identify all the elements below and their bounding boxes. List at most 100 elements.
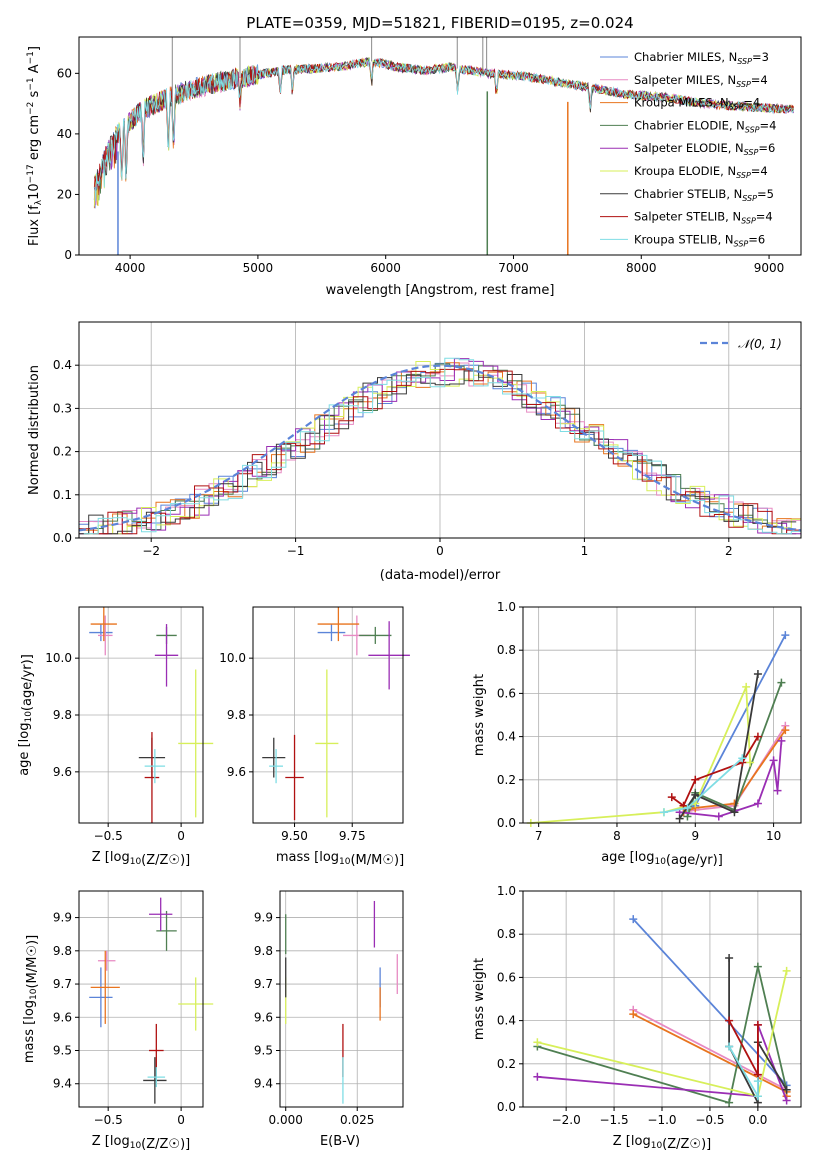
y-tick-label: 0.6 — [497, 686, 516, 700]
errorbar-point — [144, 732, 160, 823]
weight-marker — [533, 1038, 542, 1047]
y-tick-label: 9.8 — [254, 944, 273, 958]
weight-marker — [742, 682, 751, 691]
axes-frame — [78, 606, 204, 824]
axes-frame — [252, 606, 404, 824]
y-tick-label: 9.9 — [53, 911, 72, 925]
y-tick-label: 10.0 — [219, 651, 246, 665]
weight-marker — [769, 756, 778, 765]
legend-entry: Kroupa STELIB, NSSP=6 — [634, 232, 765, 248]
weight-line-kroupa-stelib — [728, 1046, 759, 1100]
y-tick-label: 9.5 — [53, 1044, 72, 1058]
x-axis-label: age [log10(age/yr)] — [601, 850, 723, 868]
errorbar-point — [269, 749, 283, 784]
x-tick-label: 7 — [535, 829, 543, 843]
weight-marker — [753, 962, 762, 971]
spectrum-kroupa-stelib — [94, 58, 794, 202]
errorbars — [262, 607, 410, 821]
x-tick-label: 8000 — [626, 261, 657, 275]
y-tick-label: 9.6 — [53, 1010, 72, 1024]
x-axis-label: (data-model)/error — [380, 568, 501, 583]
y-tick-label: 9.6 — [227, 765, 246, 779]
x-tick-label: −0.5 — [94, 829, 123, 843]
y-axis-label: Flux [fλ10−17 erg cm−2 s−1 A−1] — [26, 46, 44, 246]
y-tick-label: 0.4 — [53, 358, 72, 372]
errorbar-point — [315, 669, 339, 818]
weight-marker — [753, 1077, 762, 1086]
weight-marker — [629, 915, 638, 924]
x-tick-label: 9.50 — [281, 829, 308, 843]
y-tick-label: 1.0 — [497, 884, 516, 898]
normal-curve — [79, 364, 801, 532]
x-tick-label: 9000 — [754, 261, 785, 275]
x-tick-label: 0 — [436, 544, 444, 558]
x-tick-label: 2 — [725, 544, 733, 558]
errorbar-point — [147, 1067, 166, 1088]
errorbar-point — [359, 626, 392, 644]
weight-marker — [781, 631, 790, 640]
errorbar-point — [368, 621, 410, 690]
errorbar-point — [143, 1057, 167, 1104]
y-tick-label: 0.8 — [497, 643, 516, 657]
y-tick-label: 40 — [57, 127, 72, 141]
x-tick-label: −1.5 — [599, 1113, 628, 1127]
x-tick-label: 0.000 — [269, 1113, 303, 1127]
x-tick-label: 4000 — [115, 261, 146, 275]
x-axis-label: wavelength [Angstrom, rest frame] — [326, 283, 555, 298]
weight-marker — [782, 1096, 791, 1105]
hist-chabrier-stelib — [79, 370, 797, 535]
y-tick-label: 0.0 — [53, 531, 72, 545]
x-tick-label: −2.0 — [552, 1113, 581, 1127]
errorbar-point — [178, 669, 214, 818]
errorbar-point — [156, 910, 177, 951]
errorbars — [285, 900, 398, 1104]
weight-marker — [777, 736, 786, 745]
y-tick-label: 9.4 — [53, 1077, 72, 1091]
weight-marker — [782, 1085, 791, 1094]
weight-marker — [753, 669, 762, 678]
errorbar-point — [149, 897, 173, 931]
x-axis-label: Z [log10(Z/Z☉)] — [92, 1134, 190, 1152]
legend-entry: Chabrier STELIB, NSSP=5 — [634, 187, 774, 203]
weight-marker — [725, 1016, 734, 1025]
x-tick-label: −1 — [287, 544, 305, 558]
weight-marker — [725, 1098, 734, 1107]
weight-marker — [777, 678, 786, 687]
errorbar-point — [97, 615, 113, 656]
y-tick-label: 0.6 — [497, 970, 516, 984]
axes-age_vs_Z: −0.5 0 9.6 9.8 10.0 Z [log10(Z/Z☉)] age [log10… — [17, 606, 214, 868]
y-tick-label: 9.7 — [53, 977, 72, 991]
legend-entry: 𝒩(0, 1) — [738, 337, 782, 351]
x-tick-label: 7000 — [498, 261, 529, 275]
errorbar-point — [154, 624, 179, 687]
errorbars — [89, 607, 214, 823]
y-tick-label: 0.2 — [497, 773, 516, 787]
y-tick-label: 0 — [64, 248, 72, 262]
weight-line-chabrier-miles — [683, 634, 787, 813]
x-axis-label: Z [log10(Z/Z☉)] — [613, 1134, 711, 1152]
y-tick-label: 9.8 — [53, 708, 72, 722]
legend-entry: Salpeter STELIB, NSSP=4 — [634, 210, 773, 226]
errorbar-point — [97, 950, 116, 971]
weight-marker — [753, 1020, 762, 1029]
weight-marker — [714, 812, 723, 821]
legend-entry: Salpeter MILES, NSSP=4 — [634, 73, 768, 89]
legend: Chabrier MILES, NSSP=3 Salpeter MILES, NS… — [600, 50, 776, 248]
weight-line-chabrier-elodie — [537, 966, 788, 1104]
errorbar-point — [90, 607, 117, 642]
x-tick-label: 10 — [766, 829, 781, 843]
x-tick-label: −2 — [142, 544, 160, 558]
axes-residuals: −2 −1 0 1 2 0.0 0.1 0.2 0.3 0.4 𝒩(0, 1) (data-model… — [27, 321, 802, 583]
legend-entry: Chabrier ELODIE, NSSP=4 — [634, 118, 776, 134]
x-tick-label: 0.025 — [340, 1113, 374, 1127]
hist-chabrier-elodie — [79, 363, 797, 535]
weight-marker — [753, 1092, 762, 1101]
weight-marker — [773, 786, 782, 795]
y-tick-label: 0.1 — [53, 488, 72, 502]
x-axis-label: E(B-V) — [320, 1134, 360, 1149]
y-tick-label: 1.0 — [497, 600, 516, 614]
y-tick-label: 9.6 — [53, 765, 72, 779]
y-tick-label: 10.0 — [45, 651, 72, 665]
y-axis-label: mass [log10(M/M☉)] — [22, 935, 40, 1063]
